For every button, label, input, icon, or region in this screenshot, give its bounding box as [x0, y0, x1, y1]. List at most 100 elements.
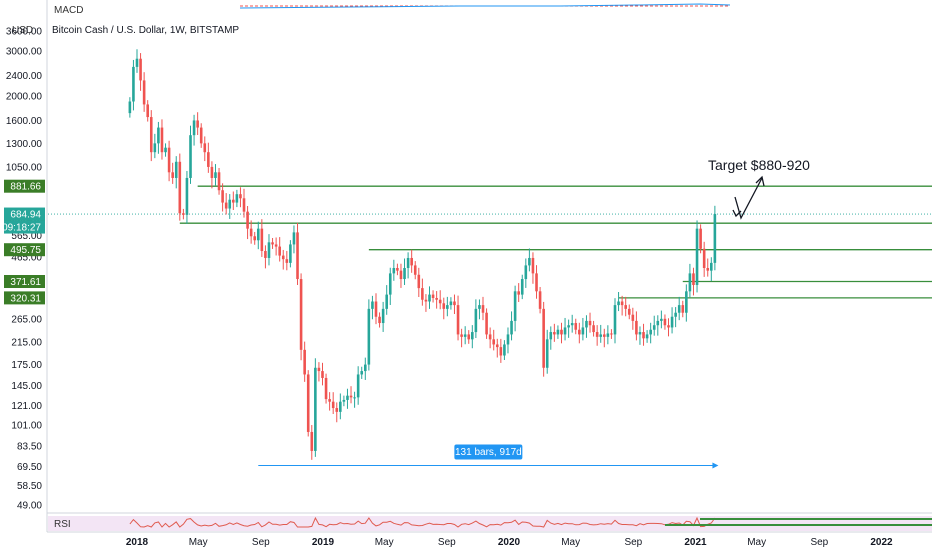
- time-tick-label: Sep: [810, 537, 828, 548]
- candle-body: [699, 228, 702, 249]
- time-tick-label: Sep: [438, 537, 456, 548]
- candle-body: [474, 308, 478, 333]
- candle-body: [310, 431, 314, 451]
- candle-body: [303, 349, 306, 375]
- candle-body: [574, 323, 578, 330]
- time-tick-label: Sep: [252, 537, 270, 548]
- candle-body: [292, 232, 296, 245]
- candle-body: [460, 334, 463, 337]
- support-resistance-lines[interactable]: [179, 185, 932, 299]
- candle-body: [185, 177, 189, 215]
- candle-body: [685, 291, 688, 313]
- candle-body: [524, 265, 528, 280]
- candle-body: [581, 327, 585, 335]
- instrument-title: Bitcoin Cash / U.S. Dollar, 1W, BITSTAMP: [52, 25, 239, 36]
- time-tick-label: 2020: [498, 537, 521, 548]
- candle-body: [224, 202, 228, 209]
- candle-body: [542, 308, 545, 368]
- candle-body: [217, 172, 221, 191]
- candle-body: [164, 147, 167, 153]
- level-price-badge: 495.75: [10, 245, 41, 256]
- time-tick-label: 2021: [684, 537, 707, 548]
- candle-body: [656, 320, 660, 326]
- candle-body: [328, 399, 331, 402]
- candle-body: [281, 255, 285, 260]
- candle-body: [339, 401, 342, 412]
- candle-body: [677, 305, 681, 313]
- candle-body: [670, 316, 674, 328]
- time-tick-label: 2022: [870, 537, 893, 548]
- candle-body: [506, 334, 510, 345]
- candle-body: [549, 332, 553, 340]
- target-annotation[interactable]: Target $880-920: [708, 157, 810, 220]
- last-price-badge-box: [4, 207, 45, 221]
- candle-body: [314, 367, 317, 451]
- candle-body: [570, 323, 574, 326]
- candle-body: [392, 268, 396, 274]
- candle-body: [342, 399, 346, 402]
- candle-body: [585, 320, 588, 328]
- candle-body: [381, 308, 385, 324]
- candle-body: [157, 127, 160, 144]
- candle-body: [331, 401, 335, 409]
- candle-body: [674, 312, 677, 317]
- candle-body: [578, 329, 581, 335]
- candle-body: [182, 213, 185, 215]
- candle-body: [321, 371, 324, 378]
- currency-label: USD: [12, 25, 33, 36]
- candle-body: [178, 161, 182, 214]
- candles: [128, 49, 717, 460]
- candle-body: [642, 332, 645, 339]
- rsi-level-line: [665, 524, 932, 526]
- level-price-badge: 371.61: [10, 277, 41, 288]
- candle-body: [706, 268, 710, 271]
- candle-body: [296, 232, 299, 280]
- candle-body: [435, 297, 438, 300]
- price-tick-label: 49.00: [17, 501, 42, 512]
- time-tick-label: May: [561, 537, 580, 548]
- candle-body: [456, 305, 460, 335]
- measure-arrowhead: [712, 462, 719, 469]
- candle-body: [403, 268, 406, 280]
- candle-body: [306, 374, 310, 432]
- last-price-badge: 684.94: [10, 210, 41, 221]
- candle-body: [613, 305, 617, 335]
- candle-body: [492, 339, 496, 345]
- candle-body: [488, 334, 492, 340]
- candle-body: [563, 327, 567, 335]
- time-axis: 2018 May Sep 2019 May Sep 2020 May Sep 2021 May Sep…: [126, 537, 893, 548]
- candle-body: [146, 104, 150, 118]
- candle-body: [560, 329, 563, 335]
- candle-body: [199, 127, 203, 144]
- candle-body: [431, 294, 435, 298]
- candle-body: [139, 58, 142, 81]
- rsi-level-line-upper: [700, 518, 932, 520]
- candle-body: [378, 316, 381, 324]
- candle-body: [428, 294, 431, 302]
- measure-label: 131 bars, 917d: [455, 447, 522, 458]
- candle-body: [274, 244, 278, 247]
- date-range-measure[interactable]: 131 bars, 917d: [258, 444, 719, 469]
- candle-body: [695, 228, 699, 286]
- price-tick-label: 175.00: [11, 360, 42, 371]
- candle-body: [260, 228, 264, 251]
- candle-body: [285, 259, 289, 263]
- candle-body: [442, 303, 446, 309]
- target-arrowhead: [755, 175, 765, 187]
- level-price-badge-box: [4, 179, 45, 193]
- price-tick-label: 69.50: [17, 462, 42, 473]
- price-tick-label: 565.00: [11, 231, 42, 242]
- price-tick-label: 121.00: [11, 401, 42, 412]
- candle-body: [660, 318, 663, 321]
- candle-body: [278, 246, 281, 256]
- candle-body: [453, 301, 456, 306]
- price-tick-label: 2000.00: [6, 91, 43, 102]
- candle-body: [135, 58, 139, 67]
- price-axis: USD 3600.00 3000.00 2400.00 2000.00 1600.00 1…: [6, 25, 43, 512]
- candle-body: [503, 344, 506, 356]
- candle-body: [667, 325, 670, 328]
- price-badges: 881.66630.40495.75371.61320.31684.9409:1…: [2, 179, 45, 305]
- candle-body: [663, 318, 667, 326]
